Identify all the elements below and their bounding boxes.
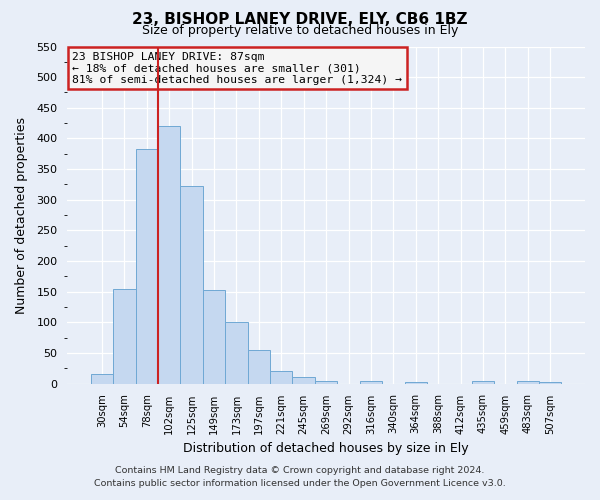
Bar: [91, 374, 113, 384]
Bar: [113, 288, 136, 384]
Bar: [315, 380, 337, 384]
Bar: [248, 350, 270, 384]
Text: Size of property relative to detached houses in Ely: Size of property relative to detached ho…: [142, 24, 458, 37]
X-axis label: Distribution of detached houses by size in Ely: Distribution of detached houses by size …: [183, 442, 469, 455]
Text: Contains HM Land Registry data © Crown copyright and database right 2024.
Contai: Contains HM Land Registry data © Crown c…: [94, 466, 506, 487]
Bar: [158, 126, 181, 384]
Bar: [203, 290, 225, 384]
Bar: [517, 381, 539, 384]
Bar: [270, 372, 292, 384]
Text: 23, BISHOP LANEY DRIVE, ELY, CB6 1BZ: 23, BISHOP LANEY DRIVE, ELY, CB6 1BZ: [132, 12, 468, 28]
Y-axis label: Number of detached properties: Number of detached properties: [15, 116, 28, 314]
Text: 23 BISHOP LANEY DRIVE: 87sqm
← 18% of detached houses are smaller (301)
81% of s: 23 BISHOP LANEY DRIVE: 87sqm ← 18% of de…: [73, 52, 403, 85]
Bar: [292, 378, 315, 384]
Bar: [404, 382, 427, 384]
Bar: [360, 381, 382, 384]
Bar: [136, 150, 158, 384]
Bar: [539, 382, 562, 384]
Bar: [181, 186, 203, 384]
Bar: [472, 381, 494, 384]
Bar: [225, 322, 248, 384]
